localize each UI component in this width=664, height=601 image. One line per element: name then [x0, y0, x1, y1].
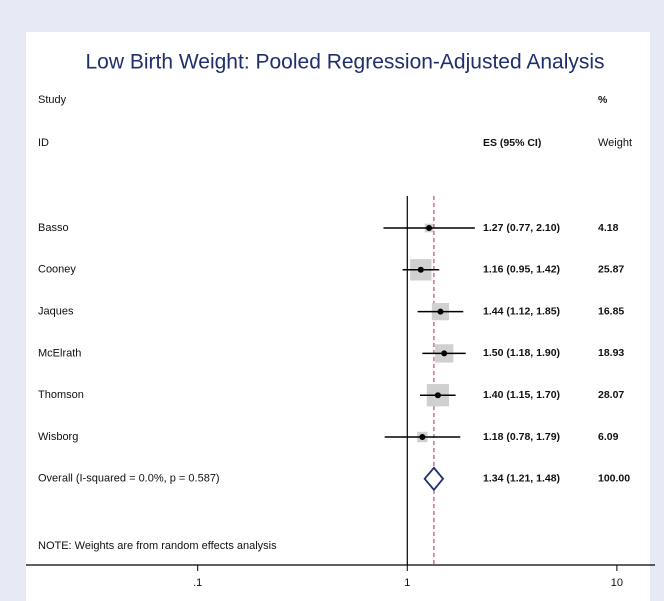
es-label: 1.16 (0.95, 1.42)	[483, 264, 560, 276]
point-estimate	[426, 225, 433, 231]
weight-label: 28.07	[598, 389, 624, 401]
note: NOTE: Weights are from random effects an…	[38, 540, 277, 552]
header-id: ID	[38, 137, 49, 149]
header-es: ES (95% CI)	[483, 137, 541, 149]
study-label: Basso	[38, 222, 69, 234]
point-estimate	[434, 392, 441, 399]
weight-label: 4.18	[598, 222, 619, 234]
point-estimate	[417, 266, 424, 273]
weight-label: 16.85	[598, 305, 624, 317]
overall-label: Overall (I-squared = 0.0%, p = 0.587)	[38, 473, 220, 485]
study-label: McElrath	[38, 347, 81, 359]
header-pct: %	[598, 94, 608, 106]
overall-weight-label: 100.00	[598, 473, 630, 485]
es-label: 1.40 (1.15, 1.70)	[483, 389, 560, 401]
point-estimate	[437, 308, 444, 315]
chart-title: Low Birth Weight: Pooled Regression-Adju…	[85, 51, 604, 74]
x-tick-label: 1	[404, 577, 410, 589]
overall-es-label: 1.34 (1.21, 1.48)	[483, 473, 560, 485]
panel	[26, 32, 650, 601]
es-label: 1.50 (1.18, 1.90)	[483, 347, 560, 359]
weight-label: 25.87	[598, 264, 624, 276]
es-label: 1.27 (0.77, 2.10)	[483, 222, 560, 234]
x-tick-label: .1	[193, 577, 202, 589]
weight-label: 6.09	[598, 431, 619, 443]
x-tick-label: 10	[611, 577, 623, 589]
study-label: Thomson	[38, 389, 84, 401]
es-label: 1.18 (0.78, 1.79)	[483, 431, 560, 443]
weight-label: 18.93	[598, 347, 624, 359]
point-estimate	[441, 350, 448, 357]
study-label: Jaques	[38, 306, 74, 318]
es-label: 1.44 (1.12, 1.85)	[483, 305, 560, 317]
overall-diamond	[423, 466, 445, 492]
header-study: Study	[38, 94, 67, 106]
study-label: Wisborg	[38, 431, 78, 443]
point-estimate	[419, 434, 426, 440]
study-label: Cooney	[38, 264, 76, 276]
header-weight: Weight	[598, 137, 632, 149]
